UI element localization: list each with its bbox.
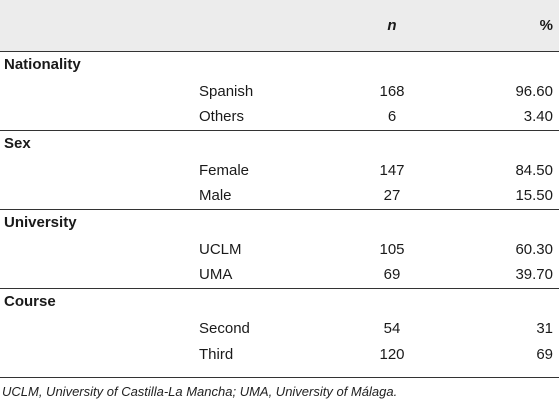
row-label: Male (199, 187, 232, 205)
demographics-table-container: n % Nationality Spanish 168 96.60 Others… (0, 0, 559, 378)
row-percent: 15.50 (515, 187, 553, 205)
row-label: UCLM (199, 240, 242, 258)
table-bottom-rule (0, 367, 559, 378)
header-n: n (387, 16, 397, 34)
demographics-table: n % Nationality Spanish 168 96.60 Others… (0, 0, 559, 378)
table-row: UMA 69 39.70 (0, 262, 559, 288)
header-label (0, 0, 197, 51)
header-sublabel (197, 0, 355, 51)
row-n: 105 (379, 240, 405, 258)
row-percent: 96.60 (515, 82, 553, 100)
row-percent: 31 (536, 319, 553, 337)
row-label: UMA (199, 266, 233, 284)
row-percent: 84.50 (515, 161, 553, 179)
table-row: Third 120 69 (0, 341, 559, 367)
row-n: 120 (379, 345, 405, 363)
table-row: Spanish 168 96.60 (0, 78, 559, 104)
row-percent: 69 (536, 345, 553, 363)
group-row-sex: Sex (0, 129, 559, 157)
row-percent: 60.30 (515, 240, 553, 258)
row-label: Second (199, 319, 250, 337)
row-percent: 3.40 (523, 108, 553, 126)
row-n: 147 (379, 161, 405, 179)
header-percent: % (539, 16, 553, 34)
row-n: 54 (383, 319, 401, 337)
row-n: 27 (383, 187, 401, 205)
row-label: Spanish (199, 82, 254, 100)
group-row-university: University (0, 208, 559, 236)
group-title: Nationality (0, 50, 559, 78)
row-label: Others (199, 108, 245, 126)
group-title: University (0, 208, 559, 236)
table-header-row: n % (0, 0, 559, 51)
table-row: Male 27 15.50 (0, 183, 559, 209)
table-row: Female 147 84.50 (0, 157, 559, 183)
table-row: Others 6 3.40 (0, 104, 559, 130)
row-n: 168 (379, 82, 405, 100)
row-n: 6 (387, 108, 397, 126)
group-title: Sex (0, 129, 559, 157)
table-row: Second 54 31 (0, 315, 559, 341)
row-percent: 39.70 (515, 266, 553, 284)
table-footnote: UCLM, University of Castilla-La Mancha; … (2, 384, 398, 399)
row-label: Female (199, 161, 250, 179)
group-row-course: Course (0, 287, 559, 315)
group-title: Course (0, 287, 559, 315)
row-n: 69 (383, 266, 401, 284)
group-row-nationality: Nationality (0, 50, 559, 78)
row-label: Third (199, 345, 234, 363)
table-row: UCLM 105 60.30 (0, 236, 559, 262)
